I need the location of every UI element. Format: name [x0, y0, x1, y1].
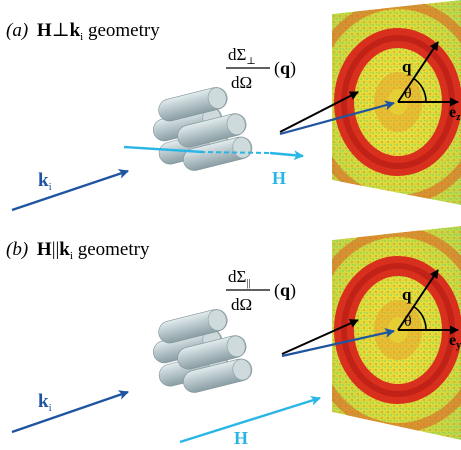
- incident-label-a: ki: [38, 170, 52, 193]
- field-arrow-b: [179, 395, 321, 444]
- panel-b-field: H: [37, 239, 52, 260]
- q-label-a: q: [402, 57, 412, 76]
- panel-a-suffix: geometry: [83, 20, 160, 41]
- panel-b: (b) H||ki geometry ki H: [6, 226, 461, 448]
- panel-b-suffix: geometry: [73, 239, 150, 260]
- transmitted-beam-a: [279, 100, 395, 136]
- panel-b-title: (b) H||ki geometry: [6, 239, 150, 262]
- incident-beam-a: [11, 169, 129, 212]
- theta-arc-a: [412, 77, 427, 103]
- nanowire-bundle-b: [150, 306, 255, 396]
- svg-text:dΩ: dΩ: [231, 73, 252, 92]
- cross-section-a: dΣ⊥ dΩ (q): [226, 45, 296, 92]
- scattered-beam-a: [279, 91, 359, 133]
- panel-a-relation: ⊥: [52, 20, 70, 41]
- theta-label-b: θ: [404, 313, 412, 330]
- field-label-b: H: [234, 428, 248, 448]
- panel-a-field: H: [37, 20, 52, 41]
- svg-text:(q): (q): [274, 280, 296, 301]
- svg-text:dΩ: dΩ: [231, 295, 252, 314]
- incident-label-b: ki: [38, 391, 52, 414]
- svg-text:dΣ⊥: dΣ⊥: [228, 45, 256, 67]
- incident-beam-b: [11, 390, 129, 434]
- field-label-a: H: [272, 168, 286, 188]
- theta-arc-b: [412, 305, 427, 331]
- svg-text:dΣ||: dΣ||: [228, 267, 250, 289]
- ey-label-b: ey: [449, 332, 461, 351]
- field-arrow-a-head: [269, 150, 304, 161]
- panel-a-title: (a) H⊥ki geometry: [6, 20, 160, 43]
- panel-a-wave: k: [70, 20, 81, 41]
- panel-b-letter: (b): [6, 239, 28, 260]
- field-arrow-a-hidden: [199, 151, 271, 154]
- theta-label-a: θ: [404, 85, 412, 102]
- transmitted-beam-b: [281, 328, 395, 358]
- field-arrow-a: [123, 145, 204, 154]
- panel-a-wave-sub: i: [80, 31, 83, 43]
- nanowire-bundle-a: [150, 84, 255, 174]
- panel-b-wave-sub: i: [70, 250, 73, 262]
- detector-a: [332, 0, 461, 205]
- q-vector-b: [397, 269, 439, 331]
- ez-label-a: ez: [449, 104, 461, 123]
- scattered-beam-b: [281, 319, 359, 355]
- panel-a: (a) H⊥ki geometry H ki: [6, 0, 461, 212]
- panel-b-wave: k: [59, 239, 70, 260]
- q-vector-a: [397, 41, 439, 103]
- cross-section-b: dΣ|| dΩ (q): [226, 267, 296, 314]
- q-label-b: q: [402, 285, 412, 304]
- panel-b-relation: ||: [52, 239, 60, 260]
- svg-text:(q): (q): [274, 58, 296, 79]
- panel-a-letter: (a): [6, 20, 28, 41]
